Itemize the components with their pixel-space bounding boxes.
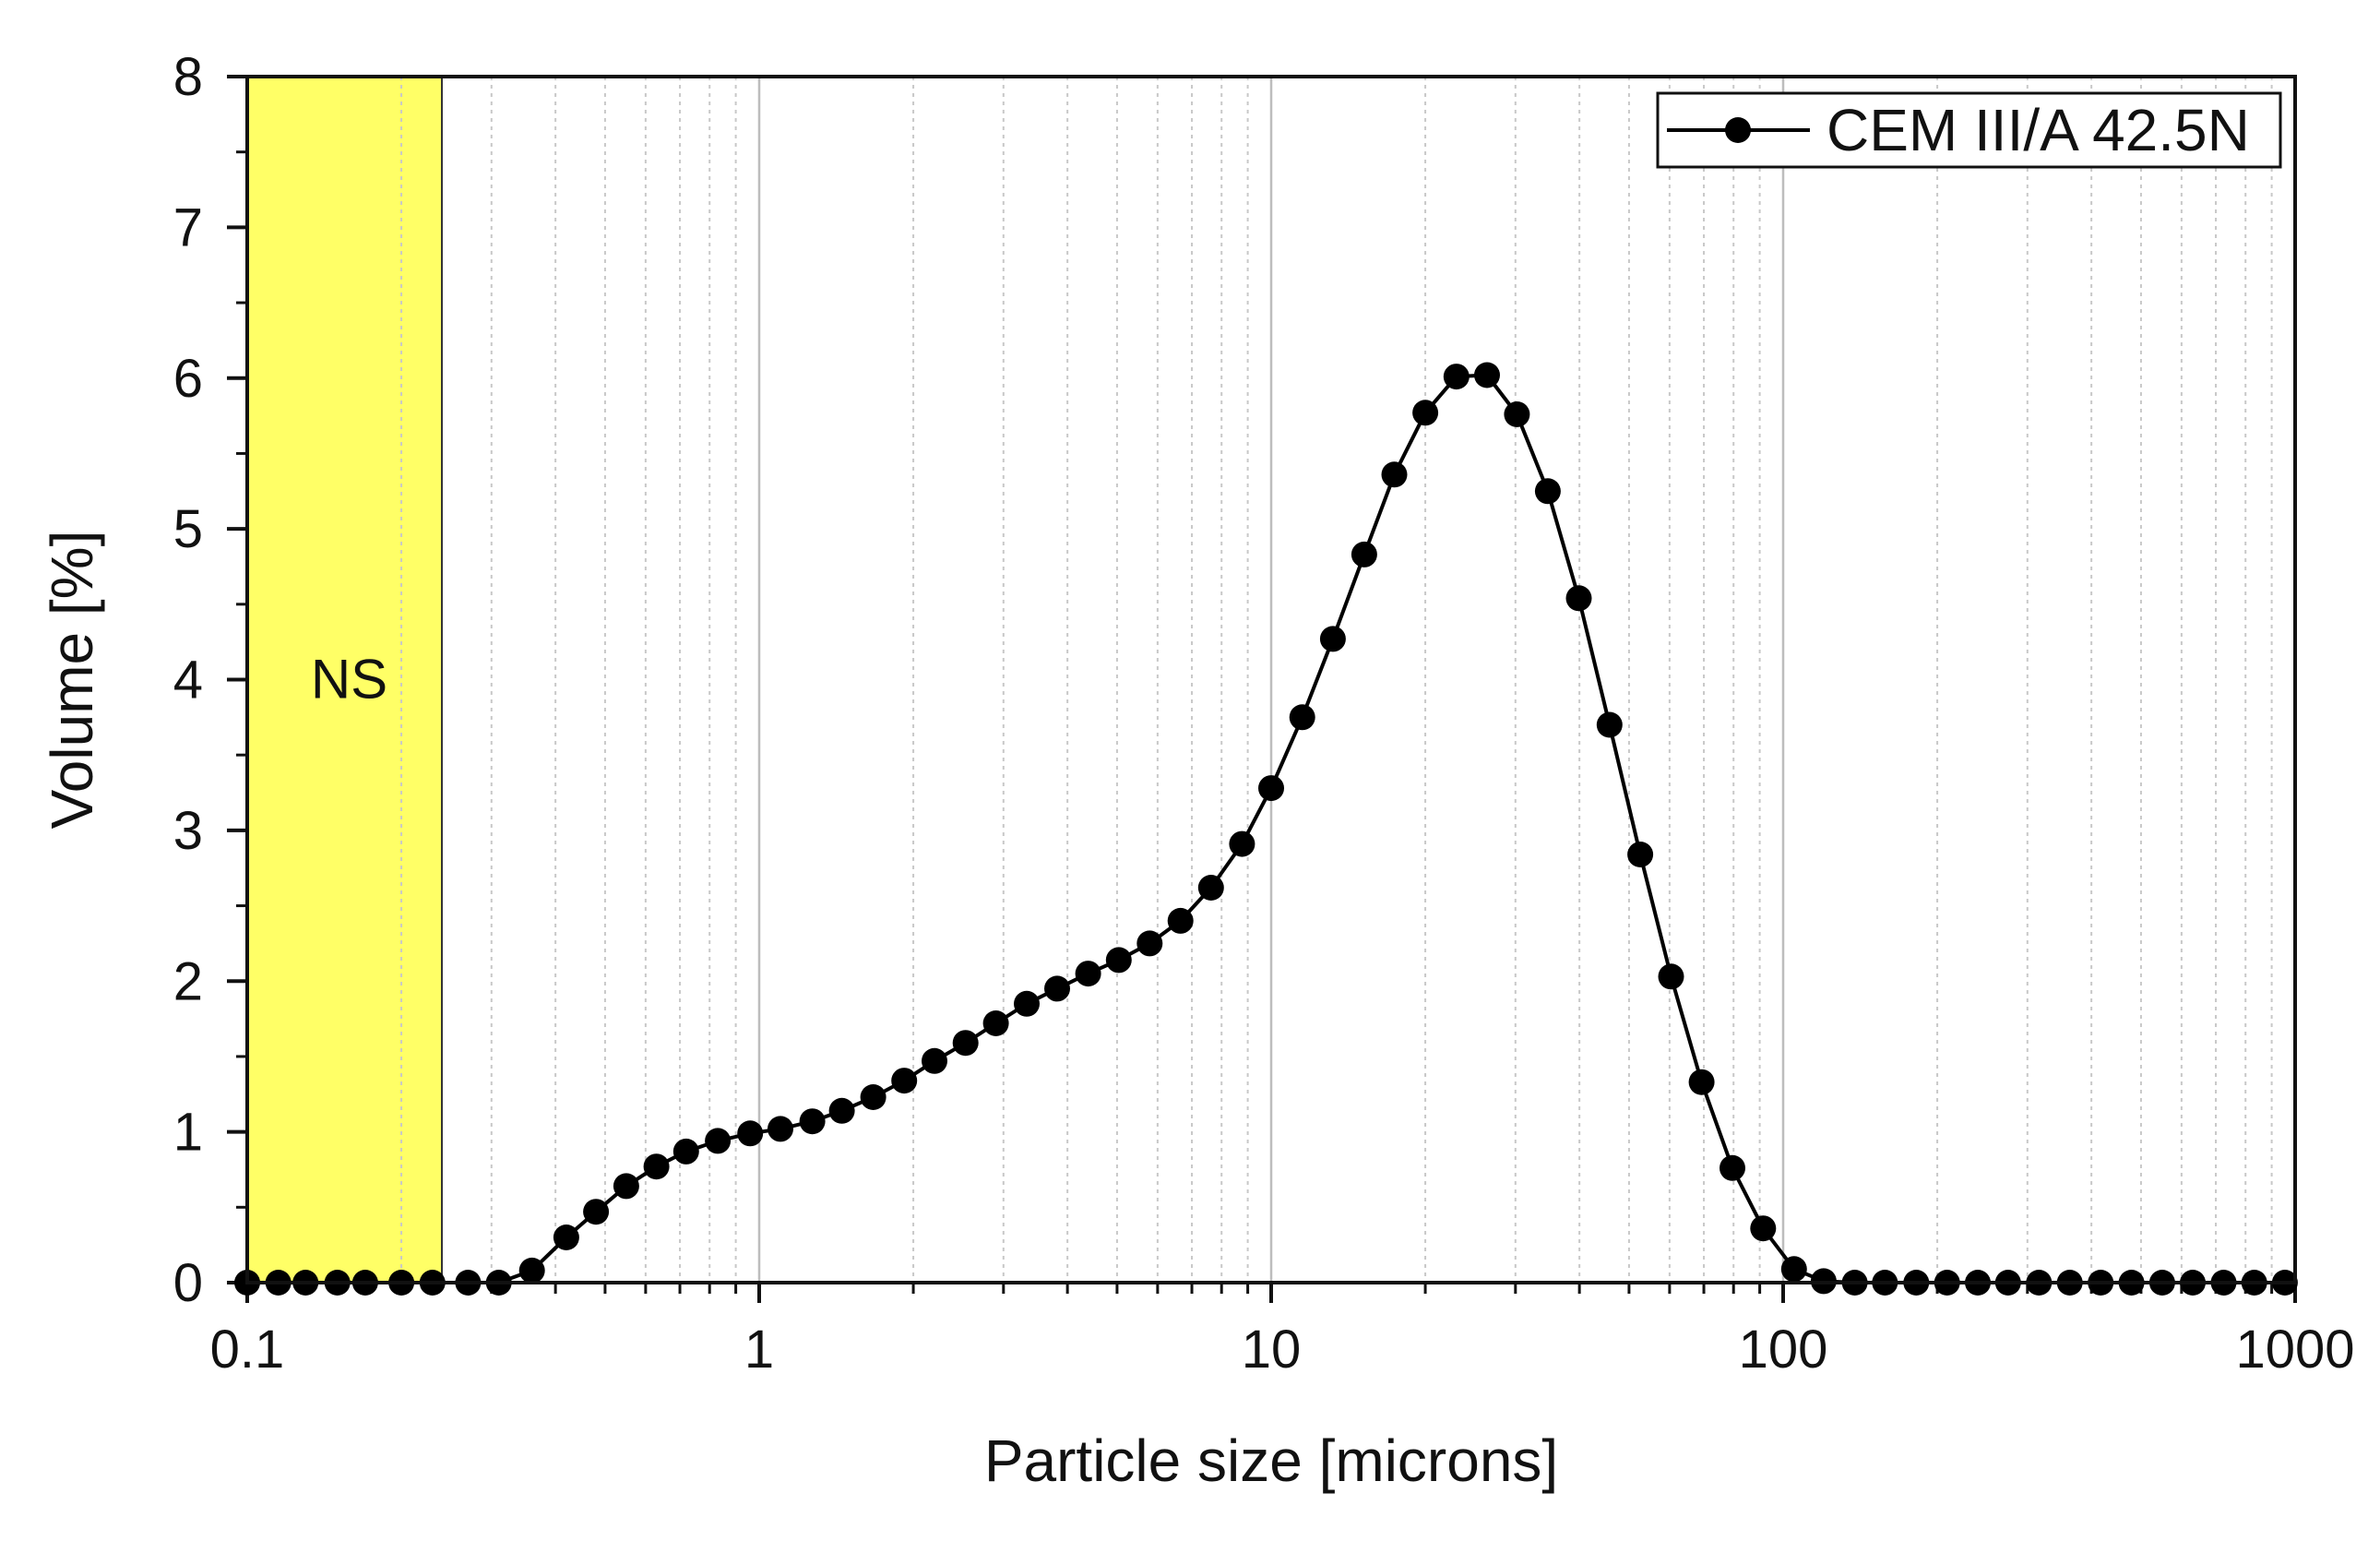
data-point (1229, 830, 1255, 857)
data-point (705, 1128, 732, 1154)
y-tick-label: 5 (173, 499, 203, 559)
x-tick-label: 1 (744, 1320, 774, 1380)
data-point (1565, 585, 1592, 612)
legend-marker-swatch (1725, 117, 1751, 143)
data-point (1474, 362, 1500, 388)
x-axis-title: Particle size [microns] (984, 1428, 1558, 1494)
data-point (1075, 961, 1101, 987)
data-point (860, 1084, 887, 1110)
y-tick-label: 2 (173, 951, 203, 1011)
y-axis-title: Volume [%] (39, 531, 105, 830)
data-point (1504, 401, 1530, 427)
data-point (1750, 1215, 1777, 1242)
data-point (1720, 1154, 1745, 1181)
x-tick-label: 100 (1739, 1320, 1828, 1380)
data-point (768, 1116, 793, 1142)
data-point (1688, 1069, 1715, 1095)
data-point (1044, 975, 1070, 1002)
data-point (799, 1108, 826, 1135)
y-tick-label: 1 (173, 1103, 203, 1163)
data-point (952, 1030, 979, 1057)
grid-lines (400, 77, 2273, 1283)
y-tick-label: 4 (173, 651, 203, 711)
data-point (982, 1010, 1009, 1036)
data-point (1197, 875, 1224, 901)
data-point (828, 1097, 855, 1124)
legend-label: CEM III/A 42.5N (1827, 97, 2250, 163)
x-tick-label: 1000 (2235, 1320, 2354, 1380)
data-point (1443, 364, 1470, 390)
plot-frame (245, 75, 2297, 1284)
data-point (672, 1138, 699, 1165)
x-tick-label: 0.1 (210, 1320, 285, 1380)
y-tick-label: 7 (173, 197, 203, 257)
data-point (1596, 711, 1623, 738)
data-point (1351, 541, 1377, 567)
data-point (922, 1047, 947, 1074)
x-tick-label: 10 (1242, 1320, 1302, 1380)
legend: CEM III/A 42.5N (1656, 91, 2282, 169)
y-tick-label: 3 (173, 801, 203, 861)
y-tick-label: 8 (173, 47, 203, 107)
data-point (518, 1257, 545, 1284)
y-tick-label: 0 (173, 1253, 203, 1313)
y-axis: 0 1 2 3 4 5 6 7 8 (173, 47, 247, 1313)
data-point (737, 1120, 764, 1147)
data-point (1780, 1256, 1807, 1283)
data-point (553, 1224, 579, 1250)
data-point (583, 1199, 610, 1225)
data-point (1381, 461, 1408, 488)
data-point (1014, 990, 1040, 1017)
y-tick-label: 6 (173, 349, 203, 409)
ns-shaded-region (246, 76, 444, 1284)
data-point (891, 1068, 918, 1094)
data-point (1136, 930, 1163, 957)
ns-region-label: NS (311, 649, 387, 711)
data-point (1319, 626, 1346, 652)
data-point (1258, 775, 1284, 802)
data-point (643, 1153, 670, 1180)
data-point (1289, 704, 1315, 731)
data-point (1534, 478, 1561, 505)
data-point (1105, 947, 1132, 974)
data-point (1412, 400, 1439, 426)
data-point (1627, 842, 1654, 867)
data-point (613, 1173, 639, 1200)
data-point (1658, 963, 1684, 990)
data-point (1167, 907, 1194, 934)
